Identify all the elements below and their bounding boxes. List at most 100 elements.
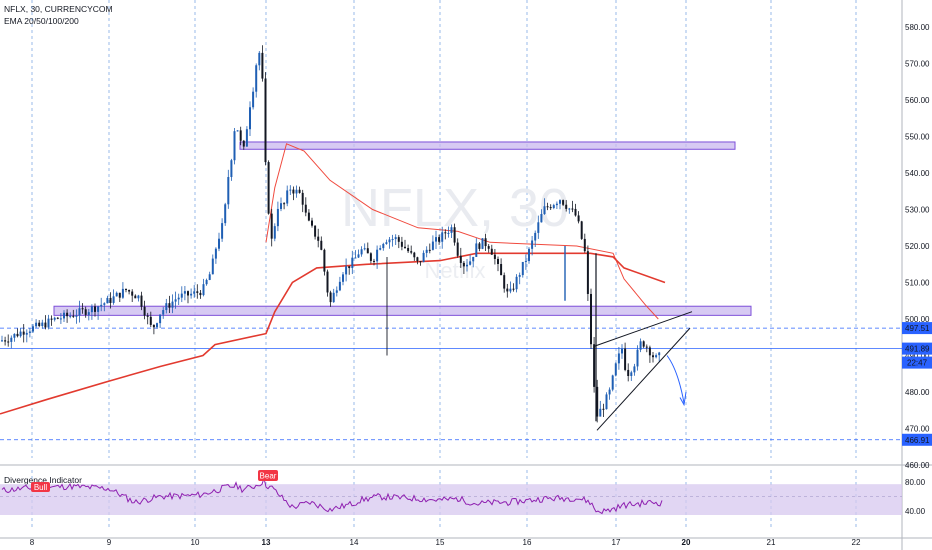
candle-body [56,317,59,319]
watermark-name: Netflix [424,258,485,283]
candle-body [338,281,341,291]
candle-body [63,312,65,319]
candle-body [586,251,589,294]
price-tick-label: 530.00 [905,206,930,215]
time-tick-label: 21 [767,538,776,547]
candle-body [531,240,534,249]
ema-fast-line [265,143,659,320]
candle-body [521,261,524,276]
candle-body [286,190,289,204]
candle-body [44,322,47,328]
candle-body [292,189,295,194]
candle-body [199,292,202,296]
time-tick-label: 10 [191,538,200,547]
candle-body [400,241,403,247]
ema-lines [0,143,666,415]
candle-body [41,322,44,326]
time-tick-label: 16 [523,538,532,547]
candle-body [177,297,180,300]
ema-indicator-legend[interactable]: EMA 20/50/100/200 [4,16,79,26]
candle-body [273,226,276,239]
candle-body [137,295,140,299]
candle-body [224,204,227,224]
candle-body [453,227,456,243]
candle-body [509,288,512,292]
candle-body [583,238,586,252]
candle-body [593,344,596,387]
candle-body [577,215,580,222]
candle-body [549,207,552,209]
candle-body [255,65,258,92]
wedge-drawings [593,311,693,431]
indicator-tick-label: 80.00 [905,478,926,487]
divergence-indicator-legend[interactable]: Divergence Indicator [4,475,82,485]
candle-body [503,275,506,289]
time-tick-label: 9 [107,538,112,547]
price-tick-label: 550.00 [905,133,930,142]
candle-body [214,248,217,259]
candle-body [342,274,344,282]
price-tick-label: 560.00 [905,96,930,105]
candle-body [512,288,515,290]
candle-body [233,131,236,161]
candle-body [252,91,255,108]
candle-body [450,227,453,233]
candle-body [422,252,425,263]
price-tag-label: 466.91 [905,436,930,445]
candle-body [524,261,527,263]
price-tick-label: 480.00 [905,388,930,397]
candle-body [221,223,224,239]
candle-body [562,200,565,205]
time-tick-label: 22 [852,538,861,547]
candle-body [565,204,568,209]
candle-body [617,353,620,364]
candle-body [81,308,84,310]
time-tick-label: 13 [262,538,271,547]
candle-body [658,352,661,356]
candle-body [332,292,335,303]
candle-body [568,208,571,210]
candle-body [497,258,499,264]
candle-body [397,237,400,242]
candle-body [261,52,264,79]
candle-body [38,322,41,326]
candle-body [627,369,630,376]
price-tag-badge [902,342,932,355]
candle-body [53,317,56,320]
candle-body [379,248,382,250]
candle-body [490,248,493,255]
candle-body [193,291,196,294]
candle-body [100,304,103,307]
candle-body [329,292,332,303]
candle-body [69,315,72,317]
candle-body [78,308,81,316]
price-tag-label: 491.89 [905,345,930,354]
candle-body [419,261,422,263]
candle-body [469,261,472,265]
candle-body [537,222,540,233]
candle-body [571,208,574,210]
indicator-tick-label: 40.00 [905,507,926,516]
candle-body [351,257,354,269]
candle-body [208,274,211,280]
candle-body [335,290,338,293]
divergence-line [1,476,663,515]
candle-body [66,312,69,317]
candle-body [307,212,310,221]
candle-body [1,340,3,342]
candle-body [404,246,406,249]
candle-body [236,130,239,132]
candle-body [354,257,357,259]
countdown-label: 22:47 [907,359,928,368]
candle-body [621,348,623,354]
candle-body [162,310,165,315]
bear-tag-label: Bear [260,472,277,481]
candle-body [75,315,78,317]
candle-body [645,346,648,348]
candle-body [267,162,270,214]
candle-body [196,291,199,293]
candle-body [534,232,537,241]
candle-body [218,238,220,249]
candle-body [152,324,155,328]
